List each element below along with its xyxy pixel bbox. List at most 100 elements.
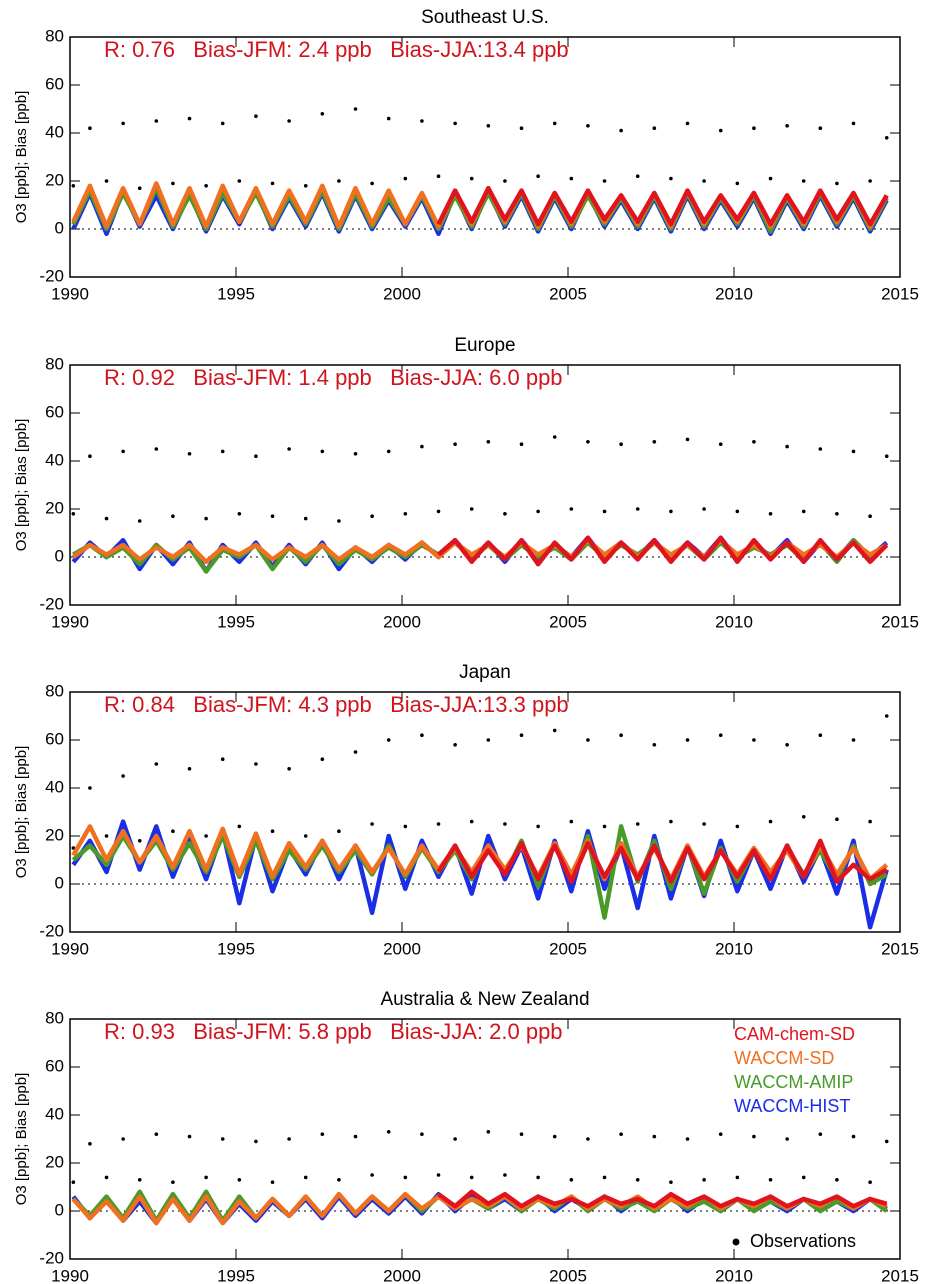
observation-dot: [88, 1142, 92, 1146]
observation-dot: [635, 174, 640, 178]
observation-dot: [403, 512, 408, 516]
observation-dot: [237, 512, 242, 516]
y-tick-label: -20: [39, 266, 64, 285]
observation-dot: [370, 181, 374, 186]
y-tick-label: 0: [55, 218, 64, 237]
observation-dot: [619, 128, 623, 133]
observation-dot: [187, 767, 192, 771]
observation-dot: [735, 509, 740, 514]
observation-dot: [270, 1180, 275, 1184]
x-tick-label: 1990: [51, 284, 89, 303]
annotation: R: 0.93 Bias-JFM: 5.8 ppb Bias-JJA: 2.0 …: [104, 1019, 563, 1044]
observation-dot: [619, 733, 623, 737]
observation-dot: [104, 516, 109, 521]
observation-dot: [801, 179, 806, 183]
observation-dot: [536, 824, 540, 829]
x-tick-label: 2005: [549, 284, 587, 303]
observation-dot: [818, 733, 823, 737]
observation-dot: [469, 176, 474, 181]
observation-dot: [154, 1132, 159, 1136]
observation-dot: [586, 124, 590, 128]
observation-dot: [818, 447, 823, 451]
observation-dot: [320, 449, 325, 454]
observation-dot: [835, 181, 839, 186]
observation-dot: [868, 179, 872, 183]
legend-marker: [732, 1238, 740, 1246]
y-tick-label: 20: [45, 498, 64, 517]
observation-dot: [503, 179, 507, 183]
observation-dot: [171, 181, 175, 186]
observation-dot: [735, 824, 740, 829]
observation-dot: [752, 1134, 756, 1139]
observation-dot: [486, 124, 491, 128]
y-axis-label: O3 [ppb]; Bias [ppb]: [13, 1073, 30, 1206]
observation-dot: [884, 454, 889, 459]
observation-dot: [868, 514, 872, 518]
observation-dot: [752, 126, 756, 130]
observation-dot: [735, 1175, 740, 1180]
observation-dot: [519, 126, 524, 130]
observation-dot: [71, 184, 76, 188]
x-tick-label: 2015: [881, 939, 919, 958]
panel-title: Japan: [459, 662, 511, 683]
observation-dot: [702, 507, 706, 511]
observation-dot: [137, 1178, 142, 1182]
observation-dot: [204, 1175, 208, 1180]
observation-dot: [752, 738, 756, 742]
observation-dot: [702, 179, 706, 183]
observation-dot: [370, 514, 374, 518]
bias-line: [436, 838, 888, 884]
x-tick-label: 1990: [51, 612, 89, 631]
observation-dot: [552, 1134, 557, 1139]
observation-dot: [337, 829, 341, 833]
observation-dot: [453, 743, 457, 747]
observation-dot: [569, 507, 574, 511]
observation-dot: [652, 1134, 657, 1139]
observation-dot: [801, 509, 806, 514]
bias-line: [436, 185, 889, 227]
bias-line: [437, 1189, 888, 1209]
observation-dot: [337, 179, 341, 183]
observation-dot: [403, 1175, 408, 1180]
x-tick-label: 2000: [383, 284, 421, 303]
observation-dot: [204, 834, 208, 838]
observation-dot: [220, 449, 225, 454]
observation-dot: [370, 1173, 374, 1177]
observation-dot: [436, 1173, 441, 1177]
observation-dot: [386, 738, 391, 742]
observation-dot: [619, 1132, 623, 1136]
y-tick-label: 40: [45, 122, 64, 141]
observation-dot: [287, 1137, 291, 1141]
observation-dot: [171, 1180, 175, 1184]
observation-dot: [801, 815, 806, 819]
observation-dot: [303, 516, 308, 521]
observation-dot: [486, 738, 491, 742]
observation-dot: [403, 176, 408, 181]
observation-dot: [71, 512, 76, 516]
observation-dot: [552, 121, 557, 126]
y-tick-label: 60: [45, 1056, 64, 1075]
observation-dot: [818, 1132, 823, 1136]
x-tick-label: 2010: [715, 939, 753, 958]
observation-dot: [718, 1132, 723, 1136]
y-tick-label: 0: [55, 1200, 64, 1219]
observation-dot: [237, 824, 242, 829]
observation-dot: [801, 1175, 806, 1180]
observation-dot: [851, 1134, 856, 1139]
x-tick-label: 2015: [881, 612, 919, 631]
y-tick-label: 40: [45, 450, 64, 469]
observation-dot: [121, 449, 125, 454]
observation-dot: [586, 738, 590, 742]
x-tick-label: 2005: [549, 612, 587, 631]
observation-dot: [851, 449, 856, 454]
annotation: R: 0.76 Bias-JFM: 2.4 ppb Bias-JJA:13.4 …: [104, 37, 569, 62]
observation-dot: [884, 1139, 889, 1144]
y-tick-label: 80: [45, 26, 64, 45]
observation-dot: [835, 817, 839, 821]
observation-dot: [220, 757, 225, 761]
observation-dot: [353, 107, 358, 111]
bias-line: [71, 819, 889, 930]
observation-dot: [104, 179, 109, 183]
observation-dot: [254, 114, 258, 118]
observation-dot: [220, 121, 225, 126]
